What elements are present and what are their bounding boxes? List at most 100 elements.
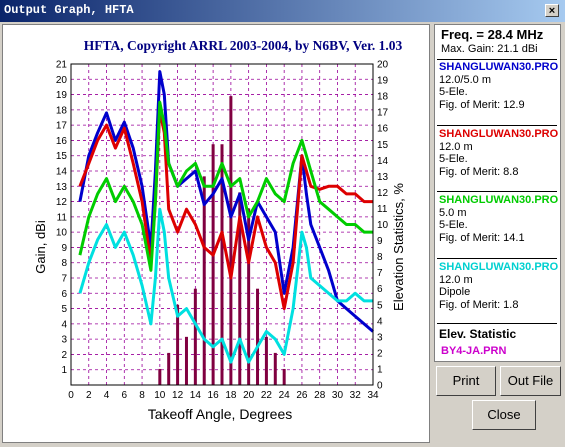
y-tick-label: 5 xyxy=(61,304,67,315)
legend-entry-4: SHANGLUWAN30.PRO 12.0 m Dipole Fig. of M… xyxy=(439,261,559,311)
y-tick-label: 3 xyxy=(61,335,67,346)
entry-type: 5-Ele. xyxy=(439,153,468,165)
separator xyxy=(437,191,557,192)
entry-name: SHANGLUWAN30.PRO xyxy=(439,261,559,273)
entry-height: 12.0 m xyxy=(439,140,473,153)
y2-tick-label: 6 xyxy=(377,284,383,295)
y-tick-label: 4 xyxy=(61,319,67,330)
separator xyxy=(437,258,557,259)
elevation-bar xyxy=(238,192,242,385)
elevation-bar xyxy=(193,288,197,385)
x-tick-label: 0 xyxy=(68,390,74,401)
legend-entry-3: SHANGLUWAN30.PRO 5.0 m 5-Ele. Fig. of Me… xyxy=(439,194,559,244)
y2-tick-label: 5 xyxy=(377,300,383,311)
y-tick-label: 7 xyxy=(61,274,67,285)
chart-area: HFTA, Copyright ARRL 2003-2004, by N6BV,… xyxy=(2,24,430,443)
elevation-bars xyxy=(158,96,286,385)
elevation-bar xyxy=(167,352,171,385)
y2-tick-label: 11 xyxy=(377,204,388,215)
y2-tick-label: 1 xyxy=(377,364,383,375)
y2-tick-label: 3 xyxy=(377,332,383,343)
entry-height: 12.0 m xyxy=(439,273,473,286)
elevation-bar xyxy=(229,96,233,385)
elevation-bar xyxy=(220,144,224,385)
elevation-statistic-label: Elev. Statistic xyxy=(439,327,517,341)
y2-tick-label: 7 xyxy=(377,268,383,279)
y-tick-label: 17 xyxy=(56,121,68,132)
series-line-1 xyxy=(78,70,374,333)
x-tick-label: 16 xyxy=(208,390,220,401)
entry-height: 5.0 m xyxy=(439,206,467,219)
elevation-bar xyxy=(273,352,277,385)
y-tick-label: 9 xyxy=(61,243,67,254)
y2-tick-label: 13 xyxy=(377,172,389,183)
y-tick-label: 2 xyxy=(61,350,67,361)
y-tick-label: 1 xyxy=(61,365,67,376)
x-tick-label: 8 xyxy=(139,390,145,401)
x-tick-label: 14 xyxy=(190,390,202,401)
y2-tick-label: 2 xyxy=(377,348,383,359)
elevation-bar xyxy=(202,176,206,385)
entry-fom: Fig. of Merit: 1.8 xyxy=(439,298,519,311)
elevation-file-label: BY4-JA.PRN xyxy=(441,345,507,357)
elevation-bar xyxy=(184,336,188,385)
y2-tick-label: 12 xyxy=(377,188,389,199)
y2-tick-label: 20 xyxy=(377,60,389,71)
info-panel: Freq. = 28.4 MHz Max. Gain: 21.1 dBi SHA… xyxy=(432,24,563,443)
series-line-4 xyxy=(78,207,373,364)
y-tick-label: 11 xyxy=(57,212,68,223)
chart-title: HFTA, Copyright ARRL 2003-2004, by N6BV,… xyxy=(84,38,403,53)
y-tick-label: 10 xyxy=(56,228,68,239)
gain-chart: HFTA, Copyright ARRL 2003-2004, by N6BV,… xyxy=(33,38,406,422)
x-tick-label: 32 xyxy=(350,390,362,401)
title-bar: Output Graph, HFTA × xyxy=(0,0,565,22)
entry-fom: Fig. of Merit: 8.8 xyxy=(439,165,519,178)
separator xyxy=(437,125,557,126)
y-axis-label: Gain, dBi xyxy=(33,220,48,274)
y2-tick-label: 14 xyxy=(377,156,389,167)
close-window-button[interactable]: × xyxy=(545,4,559,17)
legend-entry-1: SHANGLUWAN30.PRO 12.0/5.0 m 5-Ele. Fig. … xyxy=(439,61,559,111)
y-tick-label: 21 xyxy=(56,60,68,71)
x-tick-label: 34 xyxy=(367,390,379,401)
plot-frame xyxy=(70,63,374,386)
elevation-bar xyxy=(158,368,162,385)
legend-box: Freq. = 28.4 MHz Max. Gain: 21.1 dBi SHA… xyxy=(434,24,561,362)
x-tick-label: 10 xyxy=(154,390,166,401)
y2-axis-label: Elevation Statistics, % xyxy=(391,183,406,311)
x-tick-label: 20 xyxy=(243,390,255,401)
y-tick-label: 20 xyxy=(56,75,68,86)
x-tick-label: 18 xyxy=(225,390,237,401)
legend-entry-2: SHANGLUWAN30.PRO 12.0 m 5-Ele. Fig. of M… xyxy=(439,128,559,178)
elevation-bar xyxy=(247,208,251,385)
entry-name: SHANGLUWAN30.PRO xyxy=(439,128,559,140)
x-tick-label: 2 xyxy=(86,390,92,401)
y2-tick-label: 19 xyxy=(377,76,389,87)
x-tick-label: 22 xyxy=(261,390,273,401)
y-tick-label: 16 xyxy=(56,136,68,147)
y-tick-label: 6 xyxy=(61,289,67,300)
elevation-bar xyxy=(176,304,180,385)
elevation-bar xyxy=(282,368,286,385)
elevation-bar xyxy=(264,336,268,385)
x-axis-label: Takeoff Angle, Degrees xyxy=(148,406,293,422)
y2-tick-label: 18 xyxy=(377,92,389,103)
separator xyxy=(437,59,557,60)
x-tick-label: 6 xyxy=(122,390,128,401)
print-button[interactable]: Print xyxy=(436,366,496,396)
max-gain-label: Max. Gain: 21.1 dBi xyxy=(441,43,538,55)
y2-tick-label: 4 xyxy=(377,316,383,327)
out-file-button[interactable]: Out File xyxy=(500,366,561,396)
x-tick-label: 28 xyxy=(314,390,326,401)
x-tick-label: 12 xyxy=(172,390,184,401)
x-tick-label: 24 xyxy=(279,390,291,401)
elevation-bar xyxy=(211,144,215,385)
series-line-2 xyxy=(78,108,373,311)
tick-labels: 0 2 4 6 8 10 12 14 16 18 20 22 24 26 28 30 32 34123456789… xyxy=(56,60,389,402)
y2-tick-label: 9 xyxy=(377,236,383,247)
window-title: Output Graph, HFTA xyxy=(4,3,134,17)
y2-tick-label: 15 xyxy=(377,140,389,151)
close-button[interactable]: Close xyxy=(472,400,536,430)
gain-lines xyxy=(78,70,374,364)
entry-fom: Fig. of Merit: 14.1 xyxy=(439,231,525,244)
